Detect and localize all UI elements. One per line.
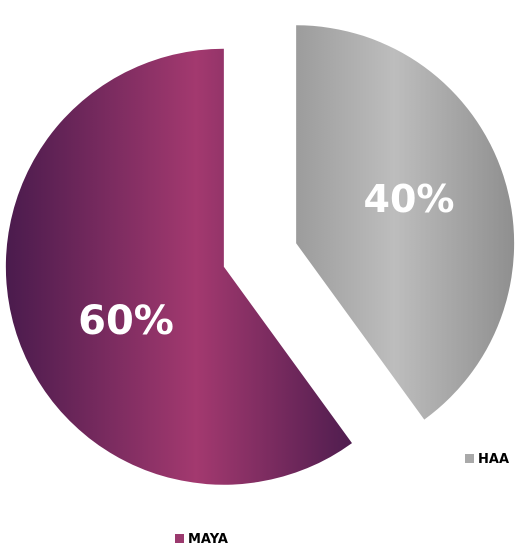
slice-label-haa: 40% xyxy=(364,177,455,221)
legend-label-haa: HAA xyxy=(478,452,509,467)
slices-group xyxy=(5,25,515,485)
legend-label-maya: MAYA xyxy=(188,532,228,547)
legend-item-maya: MAYA xyxy=(175,532,228,547)
slice-label-maya: 60% xyxy=(78,298,174,344)
legend-swatch-haa xyxy=(465,454,474,463)
legend-item-haa: HAA xyxy=(465,452,509,467)
legend-swatch-maya xyxy=(175,534,184,543)
pie-slice-haa xyxy=(296,25,515,420)
pie-slice-maya xyxy=(5,48,352,485)
